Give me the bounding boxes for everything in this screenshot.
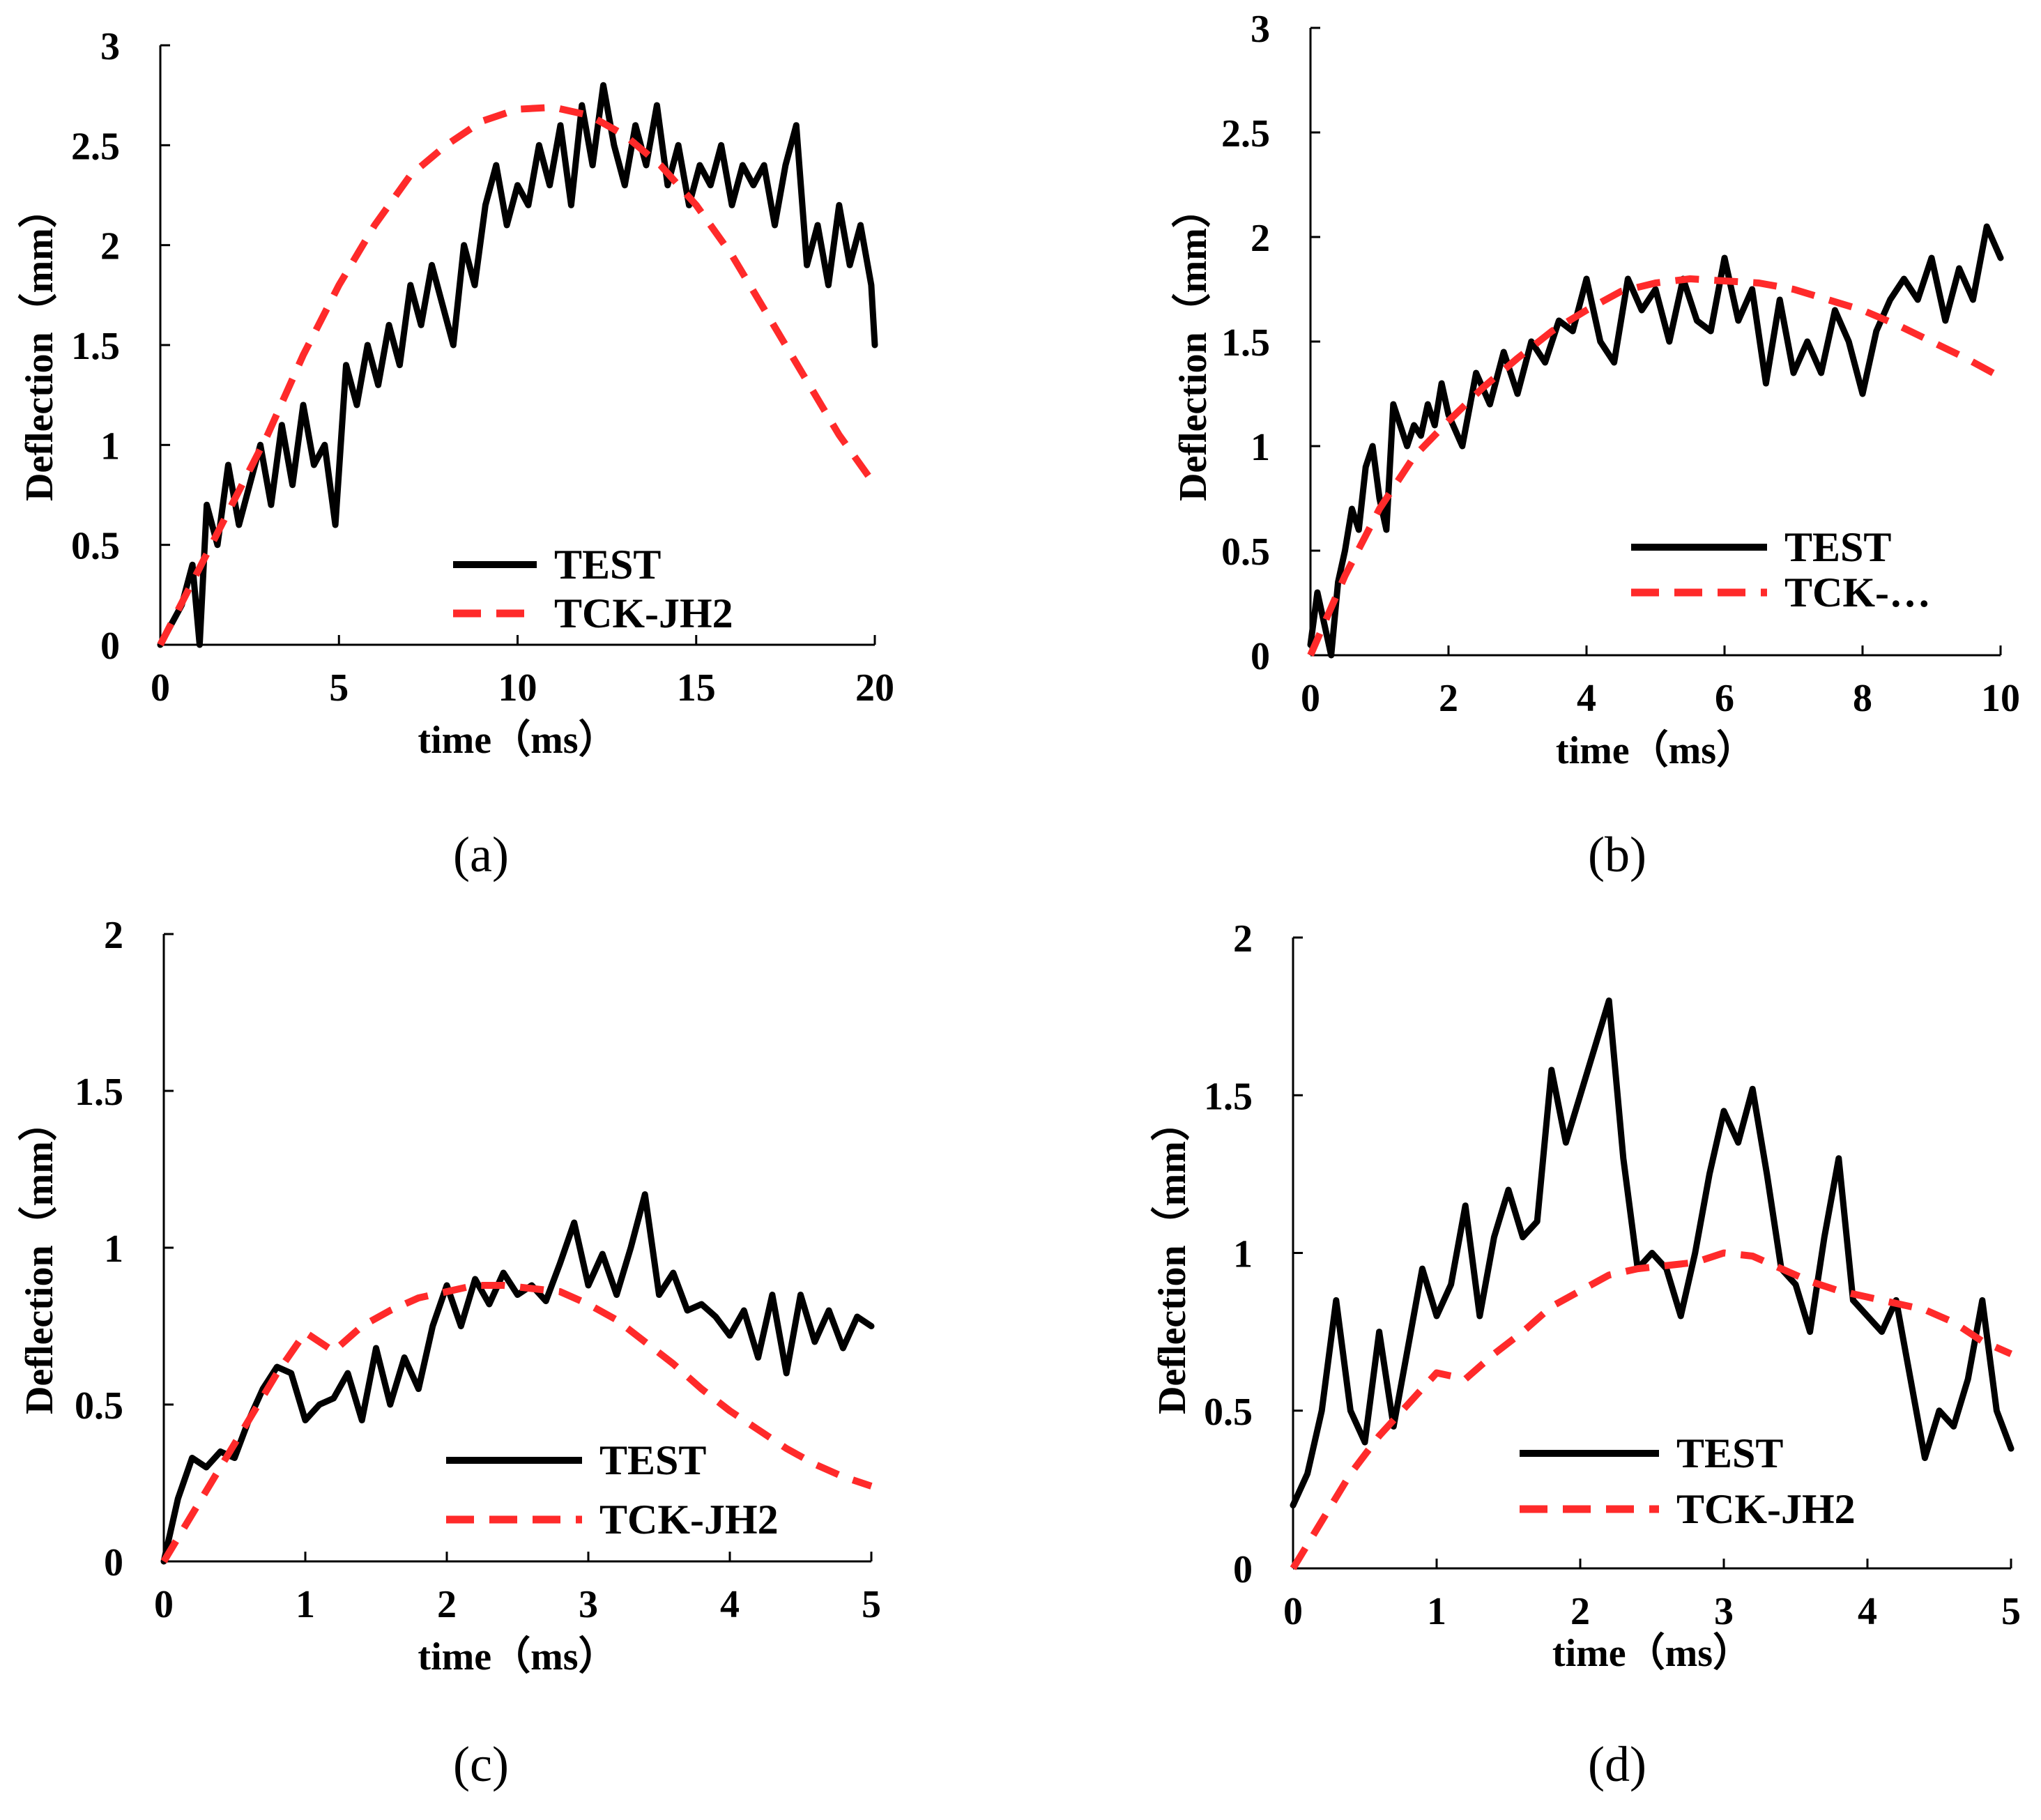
legend-label-tck-jh2: TCK-JH2 xyxy=(599,1497,779,1543)
y-tick-label: 2.5 xyxy=(71,125,120,168)
x-tick-label: 0 xyxy=(1283,1590,1303,1633)
series-line-tck-jh2 xyxy=(1307,275,2003,657)
y-tick-label: 3 xyxy=(100,25,120,68)
legend-label-tck-jh2: TCK-JH2 xyxy=(554,590,733,636)
x-tick-label: 2 xyxy=(1570,1590,1590,1633)
x-tick-label: 3 xyxy=(1714,1590,1734,1633)
y-tick-label: 3 xyxy=(1251,8,1270,51)
x-tick-label: 1 xyxy=(296,1583,315,1626)
y-tick-label: 1 xyxy=(1233,1233,1253,1276)
series-line-test xyxy=(160,1191,875,1565)
y-tick-label: 0 xyxy=(100,625,120,668)
x-tick-label: 5 xyxy=(862,1583,881,1626)
y-tick-label: 1.5 xyxy=(1204,1075,1253,1118)
legend-label-tck: TCK-… xyxy=(1784,569,1931,615)
x-tick-label: 10 xyxy=(1981,677,2020,720)
chart-panel-c: 0 0.5 1 1.5 2 0 1 2 3 4 5 time（ms） Deflection（mm） TES… xyxy=(17,914,881,1792)
panel-caption: (b) xyxy=(1588,827,1646,882)
y-tick-label: 1 xyxy=(100,425,120,468)
y-axis-title: Deflection（mm） xyxy=(1150,1102,1194,1414)
series-line-test xyxy=(1290,997,2015,1508)
x-tick-label: 4 xyxy=(1858,1590,1877,1633)
x-axis-title: time（ms） xyxy=(418,718,617,762)
y-tick-label: 1.5 xyxy=(75,1071,123,1114)
chart-panel-d: 0 0.5 1 1.5 2 0 1 2 3 4 5 time（ms） Deflection（mm） TES… xyxy=(1150,917,2021,1792)
x-tick-label: 1 xyxy=(1427,1590,1446,1633)
x-tick-label: 2 xyxy=(437,1583,457,1626)
y-axis-title: Deflection（mm） xyxy=(17,1102,61,1414)
panel-caption: (d) xyxy=(1588,1736,1646,1792)
x-tick-label: 0 xyxy=(154,1583,174,1626)
y-tick-label: 0.5 xyxy=(75,1384,123,1428)
series-line-tck-jh2 xyxy=(1290,1249,2013,1570)
legend-label-test: TEST xyxy=(599,1437,706,1483)
y-tick-label: 0 xyxy=(1251,635,1270,678)
y-tick-label: 0.5 xyxy=(1221,530,1270,574)
x-tick-label: 0 xyxy=(151,666,170,710)
x-tick-label: 5 xyxy=(329,666,349,710)
series-line-tck-jh2 xyxy=(157,103,878,647)
y-tick-label: 1 xyxy=(1251,426,1270,469)
y-tick-label: 0.5 xyxy=(1204,1391,1253,1434)
y-axis-title: Deflection（mm） xyxy=(1171,189,1215,501)
x-tick-label: 0 xyxy=(1301,677,1320,720)
x-tick-label: 8 xyxy=(1853,677,1872,720)
x-tick-label: 4 xyxy=(720,1583,740,1626)
y-tick-label: 0 xyxy=(1233,1548,1253,1591)
x-tick-label: 2 xyxy=(1439,677,1458,720)
y-tick-label: 0.5 xyxy=(71,525,120,568)
y-tick-label: 1.5 xyxy=(71,325,120,368)
panel-caption: (c) xyxy=(453,1736,509,1792)
x-axis-title: time（ms） xyxy=(418,1635,617,1678)
x-tick-label: 3 xyxy=(579,1583,598,1626)
legend-label-test: TEST xyxy=(554,542,661,588)
x-axis-title: time（ms） xyxy=(1552,1631,1752,1675)
y-tick-label: 2 xyxy=(1251,217,1270,260)
y-tick-label: 2 xyxy=(1233,917,1253,961)
y-tick-label: 2 xyxy=(104,914,123,957)
series-line-tck-jh2 xyxy=(160,1282,873,1563)
legend-label-tck-jh2: TCK-JH2 xyxy=(1676,1486,1856,1532)
x-tick-label: 4 xyxy=(1577,677,1596,720)
x-tick-label: 10 xyxy=(498,666,537,710)
x-tick-label: 6 xyxy=(1715,677,1734,720)
x-tick-label: 5 xyxy=(2001,1590,2021,1633)
y-axis-title: Deflection（mm） xyxy=(17,189,61,501)
y-tick-label: 1 xyxy=(104,1228,123,1271)
y-tick-label: 2.5 xyxy=(1221,112,1270,155)
series-line-test xyxy=(157,82,878,648)
panel-caption: (a) xyxy=(453,827,509,882)
y-tick-label: 0 xyxy=(104,1541,123,1584)
chart-panel-b: 0 0.5 1 1.5 2 2.5 3 0 2 4 6 8 10 time（ms） Deflection（m… xyxy=(1171,8,2020,882)
chart-panel-a: 0 0.5 1 1.5 2 2.5 3 0 5 10 15 20 time（ms） Deflection（… xyxy=(17,25,894,882)
y-tick-label: 1.5 xyxy=(1221,321,1270,365)
series-line-test xyxy=(1307,223,2004,659)
x-axis-title: time（ms） xyxy=(1556,728,1755,772)
x-tick-label: 20 xyxy=(855,666,894,710)
legend-label-test: TEST xyxy=(1676,1430,1783,1476)
y-tick-label: 2 xyxy=(100,225,120,268)
x-tick-label: 15 xyxy=(677,666,716,710)
legend-label-test: TEST xyxy=(1784,524,1891,570)
